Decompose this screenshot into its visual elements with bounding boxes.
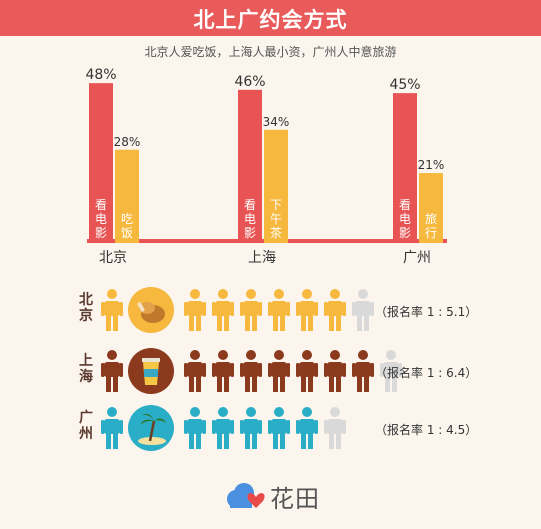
bar-inner-label: 影 [95,226,107,240]
category-label: 上海 [248,250,276,266]
person-icon [240,288,262,336]
ratio-text: （报名率 1 : 6.4） [375,366,478,380]
page-title: 北上广约会方式 [193,8,348,32]
person-icon [268,406,290,454]
palm-beach-icon [128,405,174,455]
person-icon [212,288,234,336]
bar-inner-label: 下 [270,198,282,212]
bar-inner-label: 影 [399,226,411,240]
value-label: 48% [85,67,116,83]
bar-北京-0 [89,83,113,243]
bar-inner-label: 影 [244,226,256,240]
person-icon [296,288,318,336]
bar-上海-0 [238,89,262,243]
person-icon [101,349,123,397]
person-icon [184,406,206,454]
bar-inner-label: 看 [95,198,107,212]
bar-inner-label: 茶 [270,225,282,240]
person-icon [268,288,290,336]
value-label: 45% [389,77,420,93]
bar-北京-1 [115,149,139,243]
row-city-label: 北京 [79,292,93,324]
bar-inner-label: 看 [399,198,411,212]
food-icon [128,287,174,337]
bar-inner-label: 行 [425,226,437,240]
ratio-text: （报名率 1 : 4.5） [375,423,478,437]
value-label: 28% [114,135,141,149]
ratio-text: （报名率 1 : 5.1） [375,305,478,319]
logo: 花田 [222,475,322,515]
person-icon [184,349,206,397]
person-icon [101,406,123,454]
coffee-icon [128,348,174,398]
bar-inner-label: 电 [95,212,107,226]
bar-inner-label: 饭 [121,226,133,240]
title-band [0,0,541,36]
bar-inner-label: 电 [399,212,411,226]
bar-inner-label: 看 [244,198,256,212]
person-icon [296,406,318,454]
logo-text: 花田 [270,485,320,513]
person-icon [324,349,346,397]
person-icon [101,288,123,336]
person-icon [380,349,402,397]
person-icon [240,406,262,454]
bar-inner-label: 电 [244,212,256,226]
bar-上海-1 [264,129,288,243]
bar-广州-0 [393,93,417,244]
value-label: 21% [418,158,445,172]
person-icon [212,406,234,454]
person-icon [212,349,234,397]
value-label: 34% [263,115,290,129]
person-icon [184,288,206,336]
page-subtitle: 北京人爱吃饭，上海人最小资，广州人中意旅游 [144,45,397,59]
person-icon [352,288,374,336]
bar-inner-label: 午 [270,212,282,226]
person-icon [240,349,262,397]
bar-inner-label: 吃 [121,212,133,226]
person-icon [352,349,374,397]
row-city-label: 上海 [79,353,93,385]
row-city-label: 广州 [79,410,93,442]
value-label: 46% [234,74,265,90]
category-label: 北京 [99,250,127,266]
person-icon [324,406,346,454]
cloud-heart-icon [227,483,265,508]
person-icon [296,349,318,397]
bar-广州-1 [419,173,443,243]
person-icon [324,288,346,336]
bar-inner-label: 旅 [425,212,437,226]
person-icon [268,349,290,397]
category-label: 广州 [403,250,431,266]
